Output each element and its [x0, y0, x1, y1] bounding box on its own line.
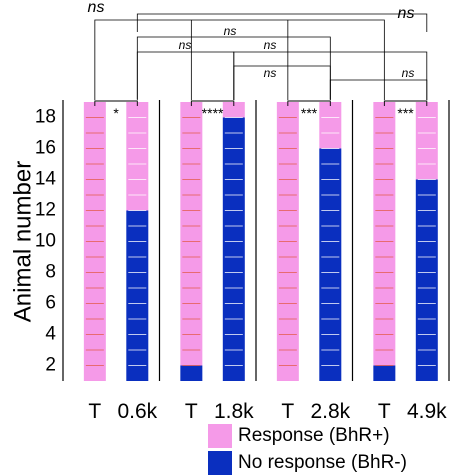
y-tick-label: 16 [35, 138, 56, 159]
legend-label-response: Response (BhR+) [238, 425, 390, 446]
bar-response-2.8k-2.8k [319, 102, 342, 149]
y-tick-label: 8 [45, 262, 56, 283]
bar-response-4.9k-T [373, 102, 396, 366]
comparison-bracket-3-label: ns [179, 38, 192, 52]
y-axis-title: Animal number [9, 161, 36, 322]
comparison-bracket-1-label: ns [398, 5, 415, 22]
significance-label-0.6k: * [113, 105, 119, 121]
y-tick-label: 10 [35, 231, 56, 252]
x-tick-label: T [88, 400, 101, 423]
comparison-bracket-3 [136, 51, 235, 100]
bar-response-0.6k-0.6k [126, 102, 149, 211]
legend-item-no-response: No response (BhR-) [208, 451, 454, 475]
significance-label-2.8k: *** [301, 105, 318, 121]
comparison-bracket-2-label: ns [224, 24, 237, 38]
legend-swatch-response [208, 424, 232, 448]
comparison-bracket-6-label: ns [402, 66, 415, 80]
significance-bracket-1.8k [190, 100, 235, 106]
y-tick-label: 14 [35, 169, 57, 190]
bar-no-response-0.6k-0.6k [126, 210, 149, 381]
comparison-bracket-0-label: ns [88, 0, 105, 16]
comparison-bracket-0 [136, 13, 428, 32]
significance-bracket-4.9k [383, 100, 428, 106]
x-tick-label: T [281, 400, 294, 423]
significance-bracket-0.6k [94, 100, 138, 106]
bar-response-4.9k-4.9k [415, 102, 438, 180]
x-tick-label: T [378, 400, 391, 423]
legend-item-response: Response (BhR+) [208, 424, 454, 448]
x-tick-label: 1.8k [214, 400, 254, 423]
comparison-bracket-4-label: ns [264, 38, 277, 52]
comparison-bracket-6 [329, 79, 428, 100]
y-tick-label: 2 [45, 355, 56, 376]
legend-label-no-response: No response (BhR-) [238, 452, 407, 473]
bar-no-response-1.8k-T [180, 365, 203, 381]
legend-swatch-no-response [208, 451, 232, 475]
bar-no-response-2.8k-2.8k [319, 148, 342, 381]
bar-no-response-4.9k-T [373, 365, 396, 381]
comparison-bracket-1 [94, 19, 385, 100]
y-tick-label: 12 [35, 200, 56, 221]
comparison-bracket-5-label: ns [264, 66, 277, 80]
bar-chart: Animal number 2 4 6 8 10 12 14 16 18 T 0.6k * T 1.8k **… [9, 0, 450, 423]
y-tick-label: 18 [35, 107, 56, 128]
significance-label-1.8k: **** [202, 105, 224, 121]
x-tick-label: 0.6k [117, 400, 157, 423]
bar-response-1.8k-1.8k [222, 102, 245, 118]
comparison-bracket-5 [233, 65, 331, 100]
bar-no-response-1.8k-1.8k [222, 117, 245, 381]
y-tick-label: 6 [45, 293, 56, 314]
significance-bracket-2.8k [287, 100, 331, 106]
bar-response-1.8k-T [180, 102, 203, 366]
significance-label-4.9k: *** [397, 105, 414, 121]
x-tick-label: T [185, 400, 198, 423]
x-tick-label: 2.8k [310, 400, 350, 423]
bar-no-response-4.9k-4.9k [415, 179, 438, 381]
y-tick-label: 4 [45, 324, 56, 345]
x-tick-label: 4.9k [407, 400, 447, 423]
